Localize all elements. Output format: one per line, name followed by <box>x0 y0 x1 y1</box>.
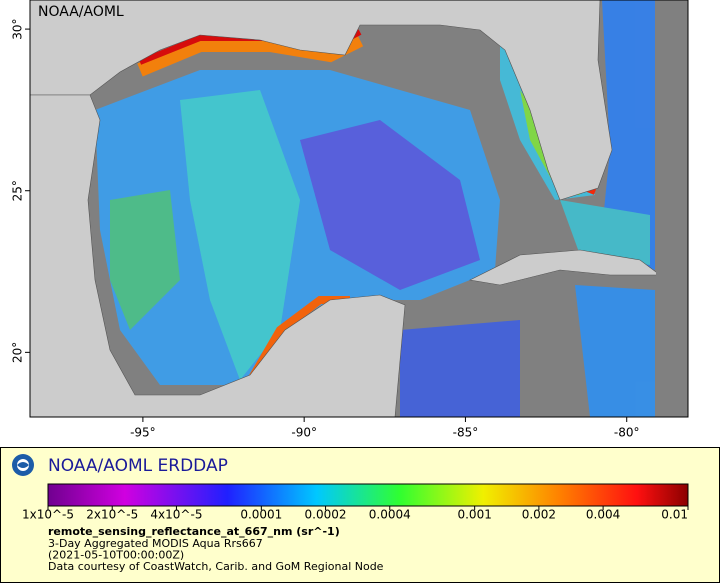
map <box>30 0 688 417</box>
y-tick-label: 30° <box>11 18 25 39</box>
variable-name: remote_sensing_reflectance_at_667_nm (sr… <box>48 525 340 538</box>
legend-line: (2021-05-10T00:00:00Z) <box>48 549 184 562</box>
colorbar-tick-label: 2x10^-5 <box>86 508 138 522</box>
colorbar-tick-label: 0.0002 <box>305 508 347 522</box>
colorbar-tick-label: 0.002 <box>522 508 556 522</box>
colorbar <box>47 483 689 507</box>
y-tick-label: 25° <box>11 180 25 201</box>
legend-line: Data courtesy of CoastWatch, Carib. and … <box>48 560 384 573</box>
logo <box>12 454 34 476</box>
legend-line: 3-Day Aggregated MODIS Aqua Rrs667 <box>48 537 263 550</box>
map-frame <box>29 0 689 418</box>
colorbar-tick-label: 0.001 <box>457 508 491 522</box>
no-data-strip <box>656 0 688 417</box>
land <box>30 0 661 417</box>
x-tick-label: -90° <box>291 426 317 440</box>
colorbar-tick-label: 4x10^-5 <box>150 508 202 522</box>
legend-panel <box>0 447 720 583</box>
colorbar-tick-label: 1x10^-5 <box>22 508 74 522</box>
imagery <box>95 0 655 417</box>
x-tick-label: -95° <box>130 426 156 440</box>
x-tick-label: -85° <box>453 426 479 440</box>
colorbar-tick-label: 0.01 <box>661 508 688 522</box>
colorbar-tick-label: 0.004 <box>586 508 620 522</box>
watermark: NOAA/AOML <box>38 4 124 20</box>
colorbar-tick-label: 0.0001 <box>240 508 282 522</box>
legend-title: NOAA/AOML ERDDAP <box>48 456 228 476</box>
x-tick-label: -80° <box>614 426 640 440</box>
y-tick-label: 20° <box>11 342 25 363</box>
colorbar-tick-label: 0.0004 <box>369 508 411 522</box>
